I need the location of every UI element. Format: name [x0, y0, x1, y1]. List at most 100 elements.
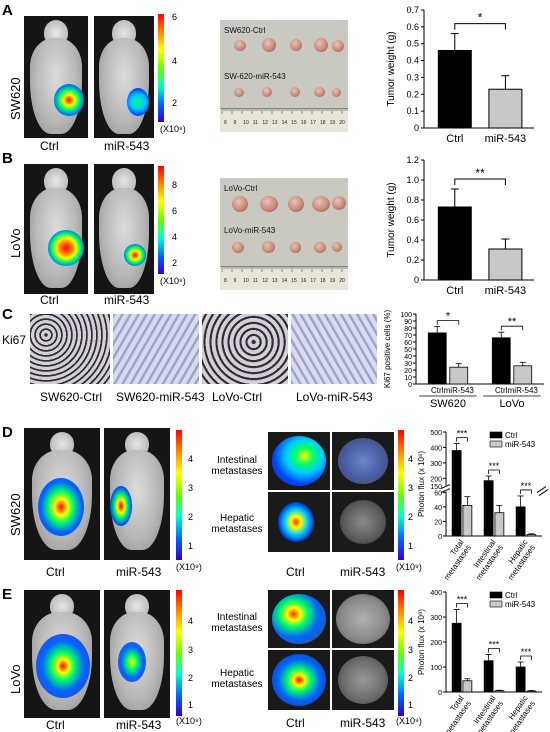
- significance-bracket: [436, 320, 460, 325]
- colorbar-tick: 4: [408, 616, 414, 626]
- ruler-number: 19: [330, 278, 336, 284]
- ruler-number: 9: [234, 120, 237, 126]
- bar: [437, 206, 472, 281]
- ruler-number: 12: [262, 120, 268, 126]
- ruler-number: 17: [310, 278, 316, 284]
- gut-image-e-mir-hepatic: [332, 650, 394, 710]
- ruler-number: 11: [253, 278, 258, 284]
- y-tick-label: 0: [414, 123, 419, 133]
- colorbar-tick: 2: [172, 98, 178, 108]
- gut-image-d-ctrl-hepatic: [268, 492, 330, 552]
- y-tick-label: 0.4: [406, 235, 419, 245]
- y-tick-label: 70: [404, 333, 412, 340]
- colorbar-tick: 6: [172, 206, 178, 216]
- y-axis-label: Photon flux (x 10⁸): [417, 451, 426, 517]
- colorbar-e2: [398, 590, 404, 716]
- ruler-number: 18: [320, 120, 326, 126]
- colorbar-e1: [176, 590, 182, 716]
- ruler-number: 20: [339, 120, 345, 126]
- ruler-number: 16: [301, 120, 307, 126]
- y-tick-label: 0.6: [406, 22, 419, 32]
- cell-line-label-e: LoVo: [8, 664, 23, 694]
- y-tick-label: 40: [434, 505, 442, 512]
- colorbar-tick: 4: [188, 454, 194, 464]
- tumor-photo-b: LoVo-Ctrl LoVo-miR-543 8 9 10 11 12 13 14 15 16 1…: [220, 178, 348, 290]
- ruler-number: 15: [291, 120, 297, 126]
- legend-swatch: [489, 431, 503, 439]
- y-tick-label: 0.2: [406, 255, 419, 265]
- legend-swatch: [489, 440, 503, 448]
- y-tick-label: 50: [404, 347, 412, 354]
- bar: [427, 332, 447, 385]
- bar: [494, 512, 505, 537]
- legend-swatch: [489, 591, 503, 599]
- histology-lovo-ctrl: [202, 314, 288, 384]
- label-ctrl: Ctrl: [286, 716, 305, 730]
- group-label: Intestinalmetastases: [467, 538, 505, 582]
- label-ctrl: Ctrl: [40, 139, 59, 153]
- ruler-number: 14: [282, 120, 288, 126]
- significance-bracket: [500, 325, 524, 331]
- ruler-ticks-a: 8 9 10 11 12 13 14 15 16 17 18 19 20: [221, 108, 348, 126]
- label-ctrl: Ctrl: [40, 293, 59, 307]
- bar: [462, 505, 473, 537]
- photo-label-ctrl: LoVo-Ctrl: [224, 184, 258, 193]
- colorbar-a: [158, 14, 164, 122]
- significance-label: *: [478, 11, 483, 25]
- ruler-number: 11: [253, 120, 258, 126]
- histology-caption: SW620-miR-543: [116, 390, 205, 404]
- y-tick-label: 0.4: [406, 56, 419, 66]
- y-tick-label: 1.0: [406, 175, 419, 185]
- colorbar-tick: 3: [188, 645, 194, 655]
- ruler-number: 16: [301, 278, 307, 284]
- colorbar-tick: 4: [172, 56, 178, 66]
- legend-label: miR-543: [505, 600, 536, 609]
- y-tick-label: 0.2: [406, 89, 419, 99]
- histology-caption: SW620-Ctrl: [40, 390, 103, 404]
- bar: [526, 534, 537, 537]
- legend-label: Ctrl: [505, 591, 518, 600]
- y-axis-label: Ki67 positive cells (%): [383, 310, 392, 389]
- axis-break: [442, 485, 450, 492]
- panel-letter-e: E: [2, 586, 13, 603]
- label-ctrl: Ctrl: [286, 565, 305, 579]
- series-tick-label: Ctrl: [495, 386, 508, 395]
- colorbar-tick: 6: [172, 12, 178, 22]
- colorbar-tick: 1: [408, 700, 414, 710]
- mouse-image-e-ctrl: [24, 590, 100, 718]
- colorbar-tick: 1: [188, 700, 194, 710]
- label-ctrl: Ctrl: [46, 565, 65, 579]
- label-mir: miR-543: [104, 139, 150, 153]
- colorbar-tick: 3: [188, 483, 194, 493]
- significance-label: ***: [521, 481, 532, 491]
- ruler-number: 10: [243, 120, 249, 126]
- ruler-number: 14: [282, 278, 288, 284]
- legend-swatch: [489, 600, 503, 608]
- x-tick-label: Ctrl: [446, 285, 463, 297]
- y-tick-label: 0.8: [406, 195, 419, 205]
- ruler-number: 8: [224, 278, 227, 284]
- y-tick-label: 100: [430, 665, 442, 672]
- group-label: Totalmetastases: [435, 538, 473, 582]
- group-label: Totalmetastases: [435, 694, 473, 732]
- label-mir: miR-543: [340, 565, 386, 579]
- colorbar-tick: 8: [172, 180, 178, 190]
- bar: [491, 337, 511, 385]
- y-tick-label: 60: [404, 340, 412, 347]
- colorbar-d2: [398, 430, 404, 560]
- mouse-image-a-ctrl: [24, 16, 88, 138]
- significance-label: ***: [489, 461, 500, 471]
- y-tick-label: 1.2: [406, 155, 419, 165]
- hepatic-label: Hepatic metastases: [211, 668, 263, 690]
- colorbar-tick: 1: [188, 541, 194, 551]
- colorbar-tick: 2: [188, 512, 194, 522]
- significance-bracket: [488, 469, 500, 475]
- y-tick-label: 20: [434, 519, 442, 526]
- axis-break-mark: [440, 488, 451, 494]
- hepatic-label: Hepatic metastases: [211, 513, 263, 535]
- bar: [526, 690, 537, 693]
- axis-break-mark: [536, 486, 547, 493]
- ruler-number: 10: [243, 278, 249, 284]
- histology-sw620-ctrl: [30, 314, 110, 384]
- gut-image-e-ctrl-hepatic: [268, 650, 330, 710]
